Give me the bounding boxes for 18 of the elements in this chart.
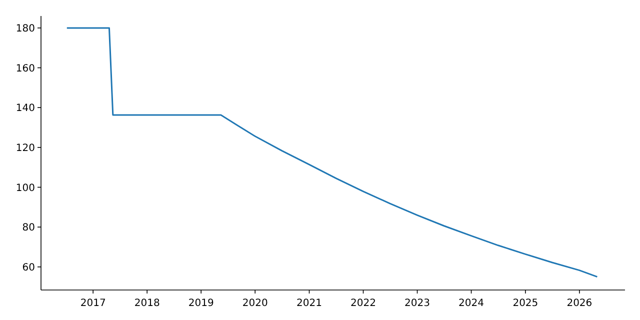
y-tick-label: 100 [16,182,35,194]
x-tick-label: 2020 [242,298,268,309]
y-tick-label: 80 [22,222,35,234]
y-tick-label: 60 [22,262,35,274]
y-tick-label: 140 [16,103,35,114]
x-tick-label: 2017 [80,298,106,309]
x-tick-label: 2018 [134,298,160,309]
x-tick-label: 2019 [188,298,214,309]
y-tick-label: 180 [16,23,35,34]
x-tick-label: 2026 [566,298,592,309]
y-tick-label: 160 [16,63,35,74]
y-tick-label: 120 [16,142,35,154]
line-series [66,27,598,278]
x-tick-label: 2025 [512,298,538,309]
x-tick-label: 2022 [350,298,376,309]
x-tick-label: 2024 [458,298,484,309]
x-tick-label: 2023 [404,298,430,309]
x-tick-label: 2021 [296,298,322,309]
